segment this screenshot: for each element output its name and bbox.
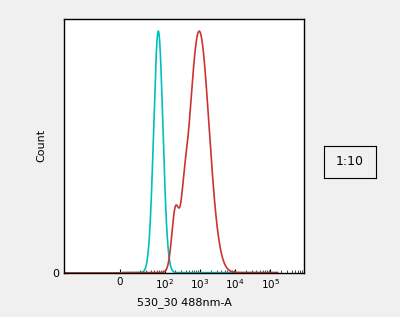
X-axis label: 530_30 488nm-A: 530_30 488nm-A: [136, 297, 232, 308]
Text: 1:10: 1:10: [336, 155, 364, 168]
Y-axis label: Count: Count: [36, 129, 46, 162]
